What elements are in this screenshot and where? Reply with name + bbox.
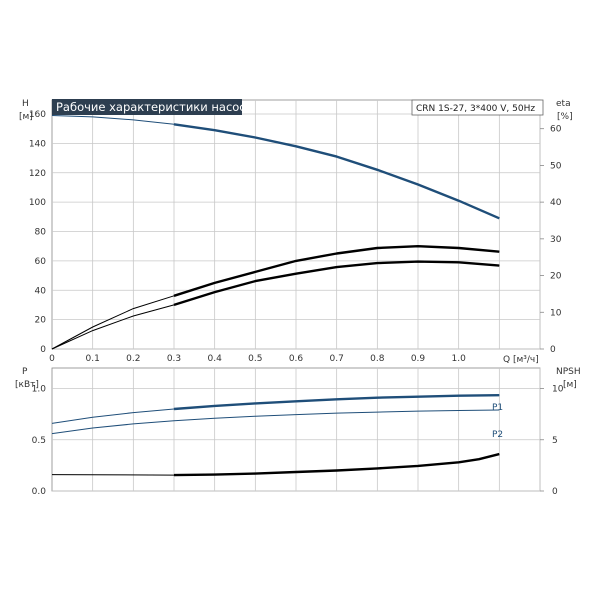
h-tick-label: 80 — [35, 228, 47, 238]
p-tick-label: 1.0 — [32, 385, 47, 395]
lower-grid — [51, 367, 544, 492]
q-tick-label: 0.8 — [370, 354, 385, 364]
p1-label: P1 — [492, 403, 503, 413]
H-curve-duty — [173, 123, 500, 220]
npsh-axis-unit: [м] — [563, 380, 577, 390]
h-tick-label: 100 — [29, 198, 46, 208]
eta-axis-unit: [%] — [557, 112, 573, 122]
q-tick-label: 0 — [49, 354, 55, 364]
h-axis-unit: [м] — [19, 112, 33, 122]
P2-curve — [51, 409, 500, 435]
model-box — [411, 99, 544, 116]
q-tick-label: 0.7 — [330, 354, 344, 364]
eta-total-curve — [51, 261, 500, 350]
eta-tick-label: 50 — [550, 161, 562, 171]
eta-tick-label: 40 — [550, 198, 562, 208]
h-tick-label: 40 — [35, 286, 47, 296]
h-tick-label: 60 — [35, 257, 47, 267]
model-label: CRN 1S-27, 3*400 V, 50Hz — [416, 104, 535, 114]
h-tick-label: 120 — [29, 169, 46, 179]
title-box — [52, 99, 242, 115]
eta-tick-label: 20 — [550, 272, 562, 282]
eta-tick-label: 0 — [550, 345, 556, 355]
H-curve — [51, 115, 500, 219]
eta-pump-curve-duty — [173, 245, 500, 297]
npsh-axis-label: NPSH — [556, 367, 581, 377]
q-axis-label: Q [м³/ч] — [503, 355, 539, 365]
q-tick-label: 0.4 — [208, 354, 223, 364]
p-axis-unit: [кВт] — [15, 380, 39, 390]
eta-tick-label: 10 — [550, 308, 562, 318]
npsh-tick-label: 10 — [552, 385, 564, 395]
p-tick-label: 0.5 — [32, 436, 46, 446]
npsh-tick-label: 0 — [552, 487, 558, 497]
P1-curve-duty — [173, 394, 500, 411]
NPSH-curve-duty — [173, 452, 500, 477]
chart-title: Рабочие характеристики насоса — [56, 100, 253, 114]
h-tick-label: 20 — [35, 316, 47, 326]
q-tick-label: 0.5 — [248, 354, 262, 364]
p-tick-label: 0.0 — [32, 487, 47, 497]
h-axis-label: H — [22, 99, 29, 109]
q-tick-label: 1.0 — [452, 354, 467, 364]
h-tick-label: 140 — [29, 139, 46, 149]
q-tick-label: 0.1 — [86, 354, 100, 364]
upper-grid — [51, 99, 544, 350]
q-tick-label: 0.2 — [126, 354, 140, 364]
npsh-tick-label: 5 — [552, 436, 558, 446]
q-tick-label: 0.9 — [411, 354, 426, 364]
curves — [51, 115, 500, 477]
h-tick-label: 0 — [40, 345, 46, 355]
p2-label: P2 — [492, 430, 503, 440]
q-tick-label: 0.3 — [167, 354, 181, 364]
q-tick-label: 0.6 — [289, 354, 304, 364]
eta-axis-label: eta — [556, 99, 571, 109]
eta-tick-label: 30 — [550, 235, 562, 245]
eta-tick-label: 60 — [550, 125, 562, 135]
h-tick-label: 160 — [29, 110, 46, 120]
P1-curve — [51, 394, 500, 424]
p-axis-label: P — [22, 367, 28, 377]
eta-total-curve-duty — [173, 260, 500, 307]
